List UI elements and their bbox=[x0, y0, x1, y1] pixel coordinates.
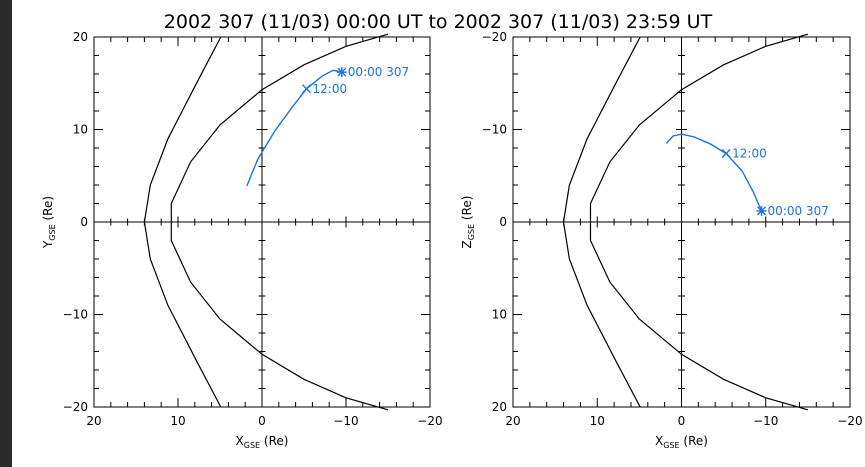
y-tick-label: 20 bbox=[492, 400, 507, 414]
plot-frame: 2002 307 (11/03) 00:00 UT to 2002 307 (1… bbox=[12, 0, 865, 467]
chart-title: 2002 307 (11/03) 00:00 UT to 2002 307 (1… bbox=[164, 11, 713, 33]
y-tick-label: 10 bbox=[492, 308, 507, 322]
y-axis-label: ZGSE (Re) bbox=[460, 196, 476, 249]
orbit-chart: 2002 307 (11/03) 00:00 UT to 2002 307 (1… bbox=[41, 11, 863, 450]
y-tick-label: −20 bbox=[482, 30, 507, 44]
y-tick-label: 0 bbox=[80, 215, 88, 229]
orbit-trace bbox=[246, 69, 342, 187]
boundary-curve bbox=[589, 33, 809, 411]
start-marker-star bbox=[757, 206, 767, 216]
x-tick-label: 10 bbox=[590, 414, 605, 428]
x-tick-label: 0 bbox=[258, 414, 266, 428]
time-label: 00:00 307 bbox=[768, 204, 829, 218]
time-marker-x bbox=[721, 149, 731, 159]
y-tick-label: −10 bbox=[482, 123, 507, 137]
y-tick-label: −10 bbox=[63, 308, 88, 322]
time-label: 00:00 307 bbox=[348, 65, 409, 79]
x-tick-label: 0 bbox=[678, 414, 686, 428]
x-axis-label: XGSE (Re) bbox=[236, 434, 289, 450]
y-tick-label: 10 bbox=[73, 123, 88, 137]
x-tick-label: −10 bbox=[333, 414, 358, 428]
boundary-curve bbox=[143, 36, 222, 408]
y-tick-label: 20 bbox=[73, 30, 88, 44]
x-tick-label: −20 bbox=[837, 414, 862, 428]
boundary-curve bbox=[562, 36, 641, 408]
x-tick-label: −20 bbox=[417, 414, 442, 428]
x-tick-label: 20 bbox=[86, 414, 101, 428]
time-label: 12:00 bbox=[732, 147, 767, 161]
orbit-trace bbox=[665, 133, 763, 212]
time-marker-x bbox=[302, 84, 312, 94]
x-tick-label: 20 bbox=[505, 414, 520, 428]
x-tick-label: 10 bbox=[170, 414, 185, 428]
boundary-curve bbox=[170, 33, 389, 411]
y-tick-label: −20 bbox=[63, 400, 88, 414]
y-tick-label: 0 bbox=[499, 215, 507, 229]
x-axis-label: XGSE (Re) bbox=[655, 434, 708, 450]
left-panel-xy: 20 10 0 −10 −20 −20 −10 0 10 20 XGSE (Re) YGSE (Re)… bbox=[41, 30, 443, 450]
time-label: 12:00 bbox=[313, 82, 348, 96]
x-tick-label: −10 bbox=[753, 414, 778, 428]
y-axis-label: YGSE (Re) bbox=[41, 196, 57, 249]
start-marker-star bbox=[337, 67, 347, 77]
right-panel-xz: 20 10 0 −10 −20 20 10 0 −10 −20 XGSE (Re) ZGSE (Re)… bbox=[460, 30, 863, 450]
